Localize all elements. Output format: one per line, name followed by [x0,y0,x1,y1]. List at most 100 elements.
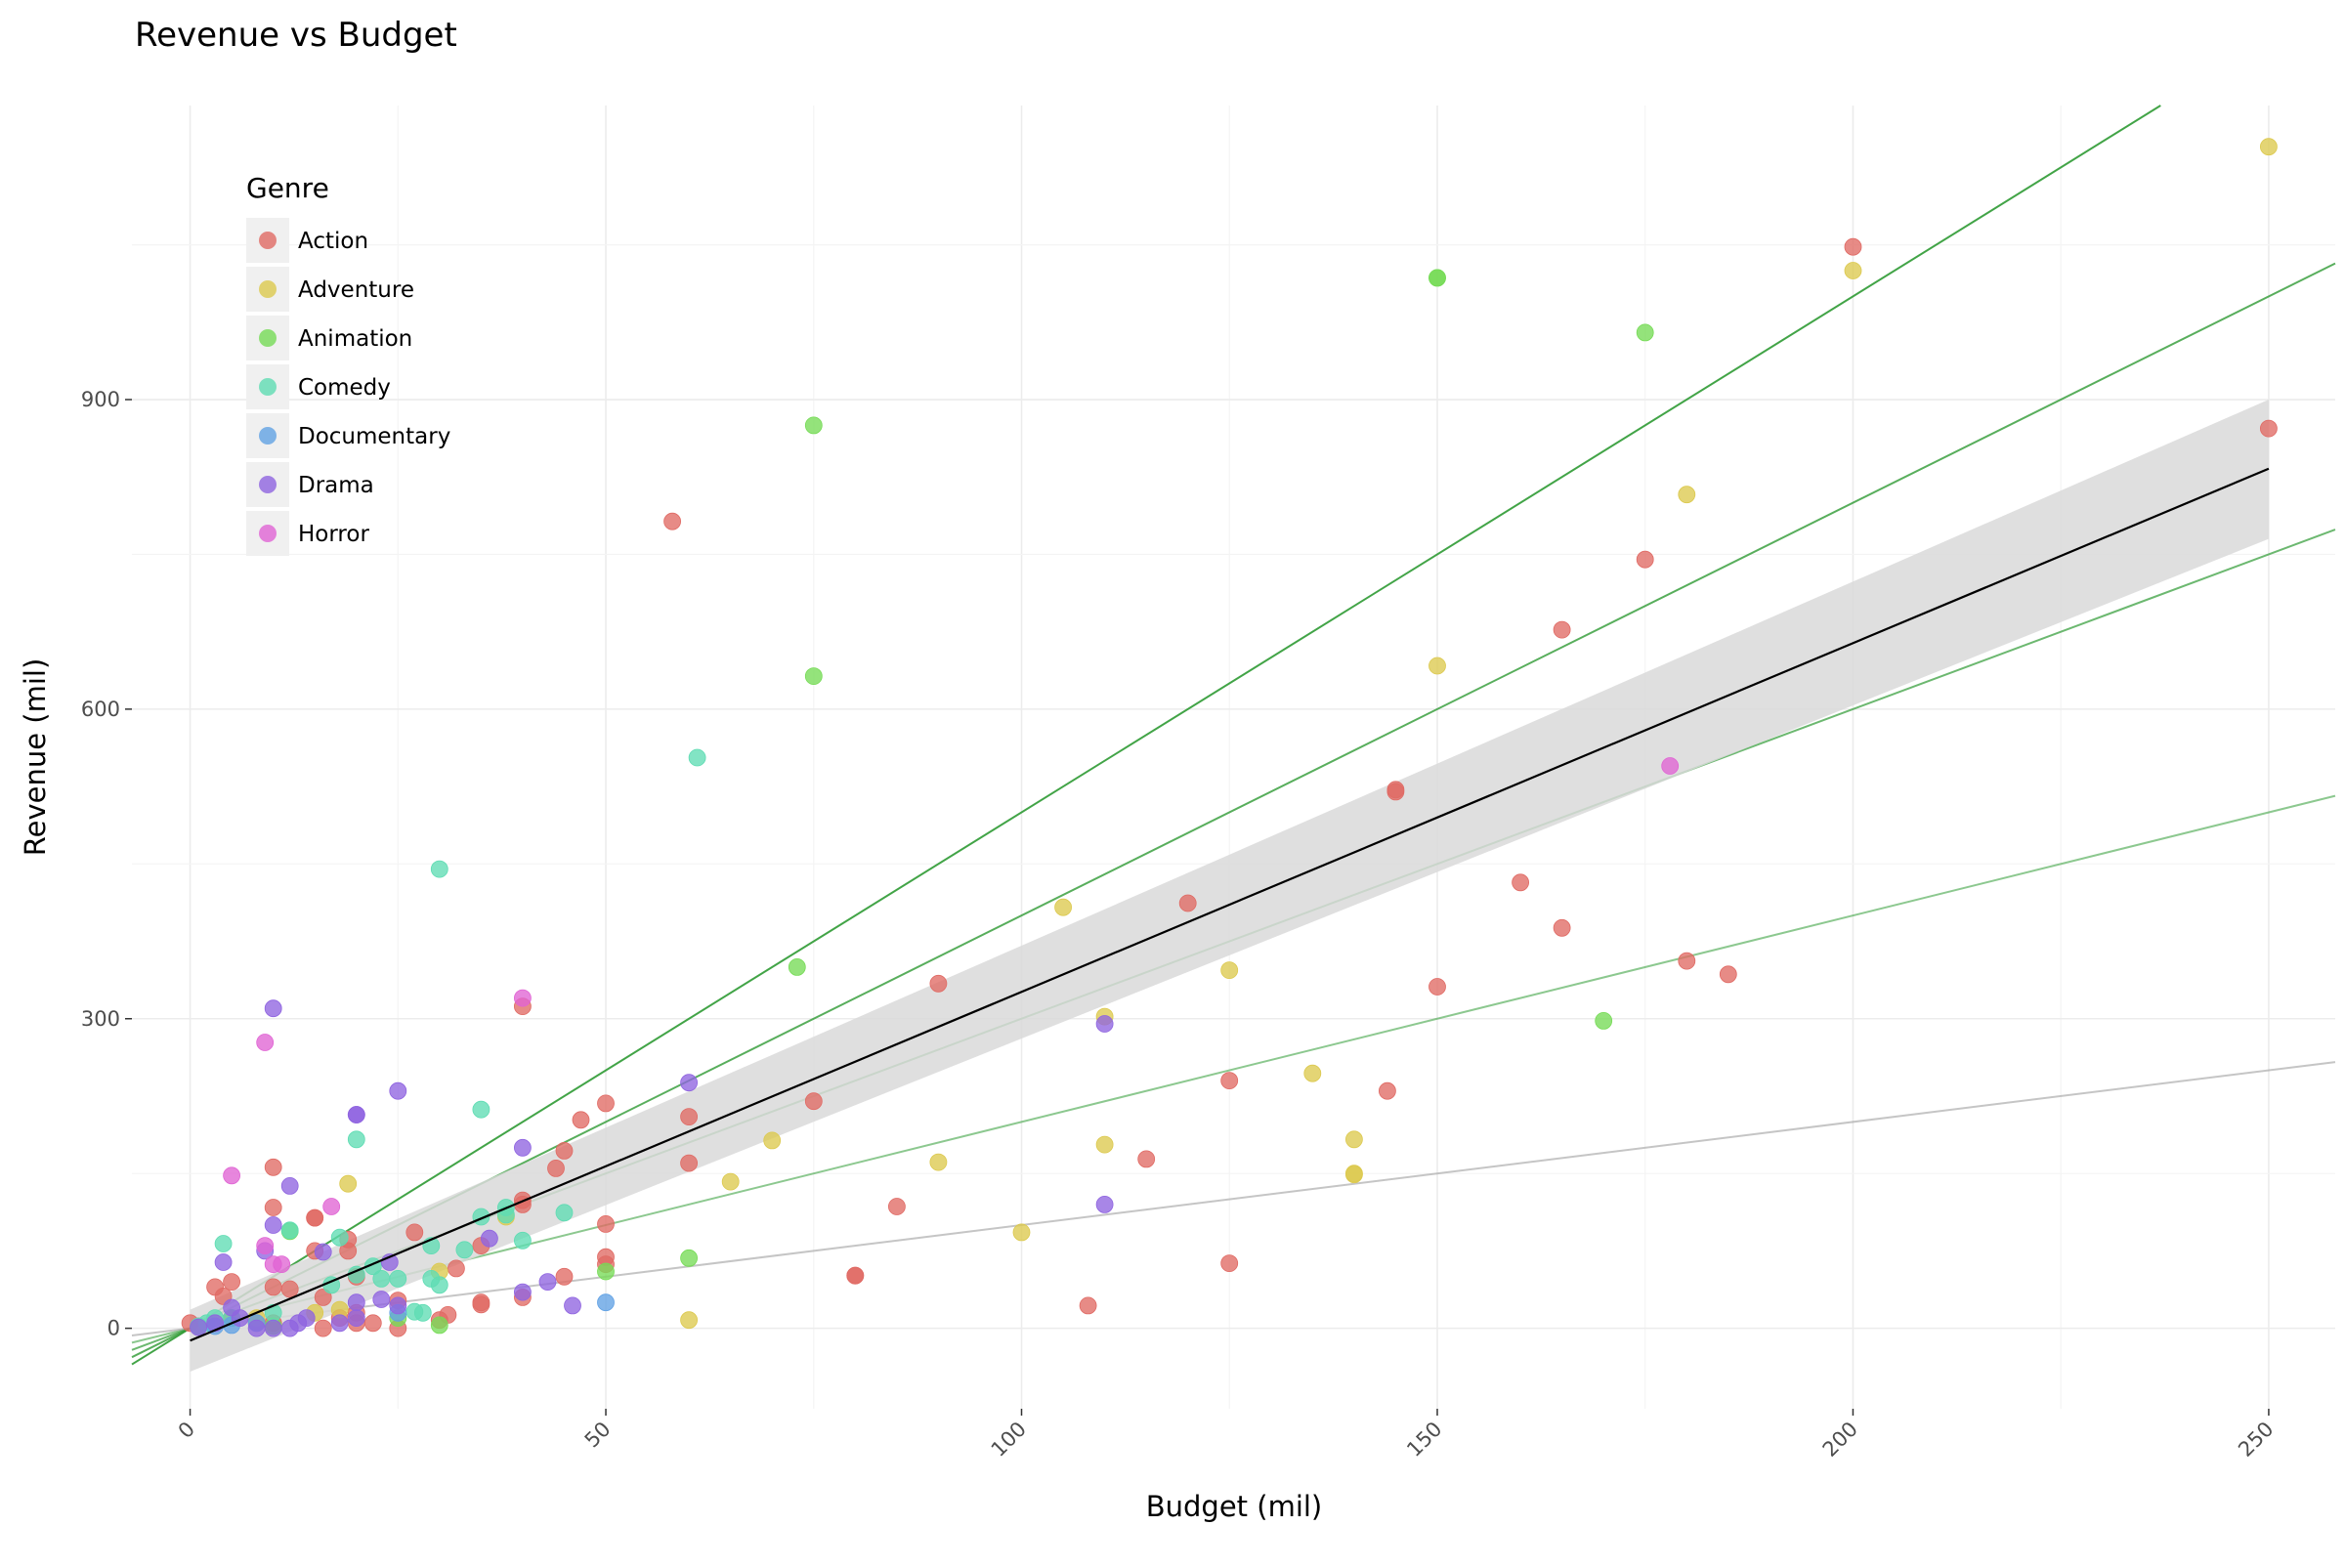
x-tick-label: 250 [2234,1418,2278,1462]
data-point-action [364,1315,381,1332]
data-point-comedy [406,1303,423,1320]
data-point-drama [331,1315,348,1332]
data-point-adventure [930,1154,947,1170]
data-point-animation [681,1250,698,1266]
data-point-action [448,1260,464,1277]
data-point-animation [805,417,822,434]
legend: Genre Action Adventure Animation Comedy Docu… [246,172,450,556]
legend-swatch-action [259,232,277,249]
data-point-action [1720,966,1736,983]
data-point-action [1379,1082,1395,1099]
data-point-action [265,1200,281,1216]
legend-label: Documentary [298,424,450,449]
data-point-action [1179,895,1196,911]
data-point-adventure [764,1132,781,1149]
x-tick-label: 0 [174,1418,199,1443]
data-point-action [888,1199,905,1215]
data-point-action [1845,238,1861,255]
data-point-drama [281,1320,298,1336]
y-tick-label: 300 [81,1007,120,1031]
data-point-adventure [1221,962,1238,979]
x-tick-label: 200 [1818,1418,1862,1462]
data-point-drama [348,1107,364,1123]
data-point-drama [348,1310,364,1327]
data-point-action [556,1142,573,1159]
data-point-drama [224,1299,240,1316]
data-point-drama [315,1244,331,1260]
data-point-action [664,513,681,530]
data-point-action [1080,1297,1096,1314]
data-point-comedy [473,1101,490,1118]
legend-label: Action [298,229,368,254]
data-point-drama [514,1284,531,1300]
y-tick-label: 900 [81,388,120,411]
data-point-horror [1662,758,1679,775]
data-point-action [1513,874,1529,891]
data-point-action [847,1267,864,1284]
data-point-action [548,1160,565,1176]
data-point-action [406,1224,423,1241]
data-point-animation [1596,1012,1612,1029]
data-point-action [598,1215,615,1232]
data-point-drama [373,1292,390,1308]
data-point-adventure [1013,1224,1030,1241]
x-tick-label: 150 [1402,1418,1446,1462]
x-tick-label: 50 [580,1418,616,1453]
legend-swatch-horror [259,525,277,542]
data-point-adventure [1429,657,1446,674]
data-point-adventure [1096,1136,1113,1153]
data-point-comedy [331,1229,348,1246]
reference-lines [132,106,2335,1365]
data-point-adventure [1345,1166,1362,1183]
legend-swatch-drama [259,476,277,493]
data-point-comedy [348,1131,364,1148]
data-point-adventure [1345,1131,1362,1148]
data-point-action [556,1268,573,1285]
data-point-action [1554,919,1570,936]
data-point-drama [265,1000,281,1017]
data-point-comedy [373,1270,390,1287]
data-point-action [281,1281,298,1297]
chart-title: Revenue vs Budget [135,16,457,55]
data-point-action [1429,979,1446,996]
x-axis-label: Budget (mil) [1146,1490,1323,1523]
reference-line [132,106,2160,1365]
data-point-horror [257,1238,274,1254]
data-point-animation [598,1263,615,1280]
data-point-action [681,1155,698,1171]
data-point-horror [224,1167,240,1184]
data-point-comedy [431,861,448,877]
data-point-drama [681,1075,698,1091]
data-point-animation [1429,270,1446,286]
data-point-horror [257,1035,274,1051]
data-point-action [307,1209,323,1226]
data-point-comedy [215,1236,232,1252]
data-point-adventure [681,1312,698,1329]
data-point-drama [565,1297,581,1314]
data-point-animation [789,958,805,975]
data-point-comedy [514,1232,531,1249]
data-point-animation [1637,324,1653,341]
data-point-action [1221,1255,1238,1272]
legend-title: Genre [246,172,329,204]
data-point-comedy [556,1205,573,1221]
data-point-action [1138,1151,1155,1167]
data-point-documentary [598,1294,615,1311]
data-point-drama [390,1082,406,1099]
data-point-drama [215,1254,232,1271]
data-point-drama [265,1320,281,1336]
legend-swatch-documentary [259,427,277,445]
data-point-animation [805,668,822,685]
data-point-action [473,1296,490,1313]
data-point-drama [1096,1196,1113,1212]
data-point-action [573,1112,589,1128]
data-point-comedy [281,1222,298,1239]
data-point-comedy [423,1270,440,1287]
legend-label: Adventure [298,277,414,303]
data-point-action [315,1320,331,1336]
data-point-adventure [1679,487,1695,503]
data-point-action [265,1159,281,1175]
data-point-horror [514,990,531,1006]
legend-label: Comedy [298,375,391,401]
